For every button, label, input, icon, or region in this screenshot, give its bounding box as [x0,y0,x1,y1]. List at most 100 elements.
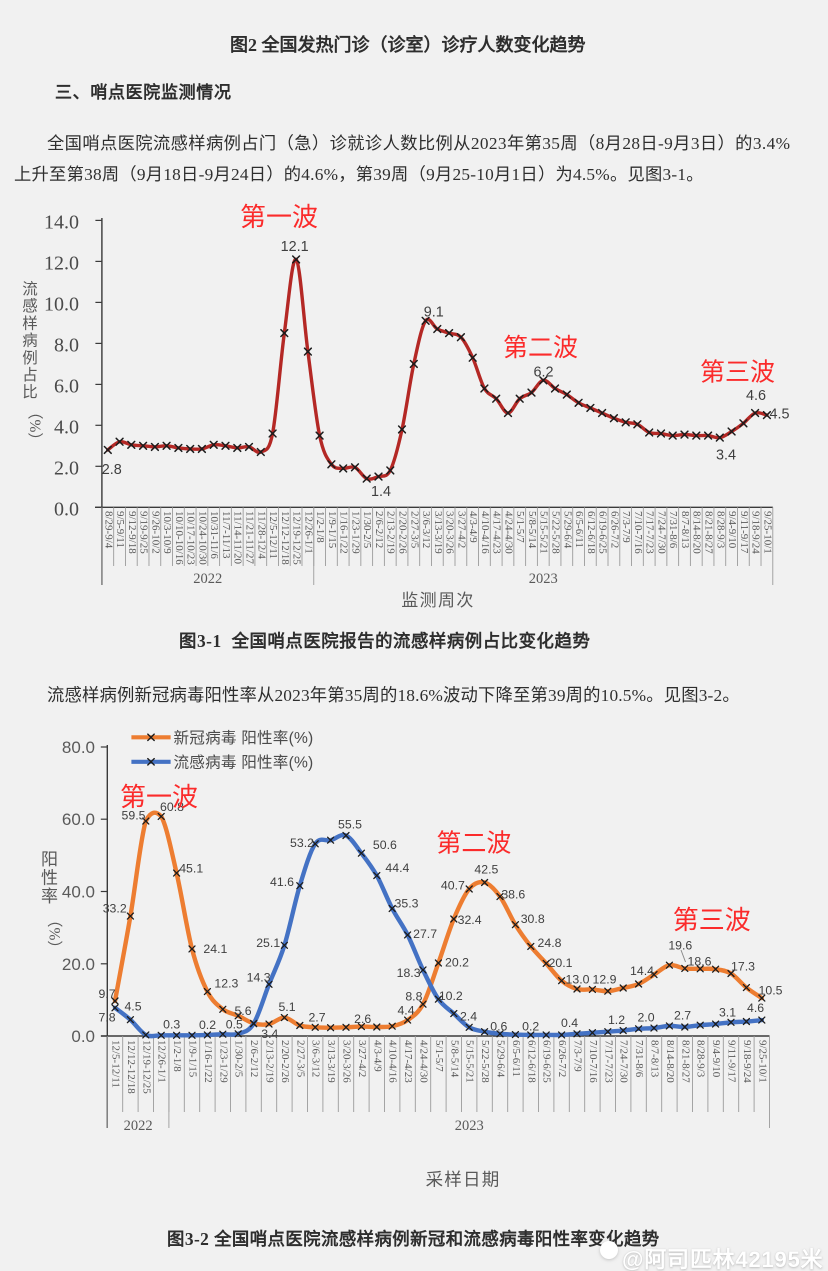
svg-text:4/24-4/30: 4/24-4/30 [502,511,514,554]
svg-text:采样日期: 采样日期 [426,1170,501,1190]
svg-text:2.8: 2.8 [102,462,122,478]
svg-text:2/13-2/19: 2/13-2/19 [263,1040,275,1083]
svg-text:7/31-8/6: 7/31-8/6 [667,511,679,549]
svg-text:32.4: 32.4 [458,913,482,927]
svg-text:7/3-7/9: 7/3-7/9 [571,1040,583,1072]
svg-text:样: 样 [22,314,38,332]
svg-text:0.2: 0.2 [199,1018,216,1032]
svg-text:3.4: 3.4 [716,447,736,463]
svg-text:1/9-1/15: 1/9-1/15 [186,1040,198,1078]
svg-text:8/7-8/13: 8/7-8/13 [679,511,691,549]
svg-text:9/4-9/10: 9/4-9/10 [726,511,738,549]
svg-text:3.4: 3.4 [261,1027,278,1041]
svg-text:30.8: 30.8 [521,912,545,926]
svg-text:2/6-2/12: 2/6-2/12 [373,511,385,548]
svg-text:4.6: 4.6 [746,388,766,404]
svg-text:12/26-1/1: 12/26-1/1 [302,511,314,554]
svg-text:25.1: 25.1 [256,936,280,950]
svg-text:流感病毒 阳性率(%): 流感病毒 阳性率(%) [174,754,314,772]
svg-text:20.2: 20.2 [445,956,469,970]
svg-text:0.5: 0.5 [226,1017,243,1031]
svg-text:5/29-6/4: 5/29-6/4 [561,511,573,549]
svg-text:9/18-9/24: 9/18-9/24 [750,511,762,554]
svg-text:性: 性 [41,869,58,888]
svg-text:9/19-9/25: 9/19-9/25 [138,511,150,554]
svg-text:9.7: 9.7 [98,987,115,1001]
svg-text:5/22-5/28: 5/22-5/28 [479,1040,491,1083]
svg-text:2/20-2/26: 2/20-2/26 [396,511,408,554]
svg-text:6/19-6/25: 6/19-6/25 [597,511,609,554]
svg-text:感: 感 [22,297,38,315]
svg-text:6.0: 6.0 [54,375,79,397]
svg-text:3/6-3/12: 3/6-3/12 [420,511,432,548]
svg-text:（%）: （%） [26,404,43,448]
svg-text:8/21-8/27: 8/21-8/27 [679,1040,691,1083]
svg-text:6/26-7/2: 6/26-7/2 [556,1040,568,1077]
svg-text:33.2: 33.2 [103,902,127,916]
svg-text:18.3: 18.3 [397,966,421,980]
svg-text:27.7: 27.7 [413,927,437,941]
svg-text:2/27-3/5: 2/27-3/5 [408,511,420,549]
svg-text:20.0: 20.0 [62,955,95,974]
svg-text:12/12-12/18: 12/12-12/18 [279,511,291,565]
svg-text:4/10-4/16: 4/10-4/16 [479,511,491,554]
svg-text:流: 流 [22,280,38,298]
svg-text:8/7-8/13: 8/7-8/13 [648,1040,660,1078]
svg-text:0.4: 0.4 [561,1016,578,1030]
svg-text:4/10-4/16: 4/10-4/16 [387,1040,399,1083]
svg-text:5/15-5/21: 5/15-5/21 [538,511,550,554]
svg-text:38.6: 38.6 [501,887,525,901]
svg-text:12/26-1/1: 12/26-1/1 [156,1040,168,1083]
svg-text:9/5-9/11: 9/5-9/11 [114,511,126,548]
svg-text:8/14-8/20: 8/14-8/20 [691,511,703,554]
svg-text:7/24-7/30: 7/24-7/30 [655,511,667,554]
svg-text:2022: 2022 [124,1118,153,1134]
svg-text:41.6: 41.6 [270,875,294,889]
svg-text:2.0: 2.0 [637,1011,654,1025]
svg-text:3/13-3/19: 3/13-3/19 [432,511,444,554]
svg-text:4/17-4/23: 4/17-4/23 [402,1040,414,1083]
svg-text:12.0: 12.0 [44,252,79,274]
svg-text:例: 例 [22,349,38,367]
svg-text:3/20-3/26: 3/20-3/26 [340,1040,352,1083]
svg-text:7/3-7/9: 7/3-7/9 [620,511,632,543]
svg-text:10/3-10/9: 10/3-10/9 [161,511,173,554]
svg-text:11/21-11/27: 11/21-11/27 [243,511,255,564]
svg-text:10/31-11/6: 10/31-11/6 [208,511,220,559]
svg-text:2.0: 2.0 [54,457,79,479]
svg-text:1/2-1/8: 1/2-1/8 [314,511,326,543]
svg-text:59.5: 59.5 [122,809,146,823]
svg-text:10/24-10/30: 10/24-10/30 [196,511,208,565]
svg-text:24.8: 24.8 [538,936,562,950]
svg-text:7/10-7/16: 7/10-7/16 [632,511,644,554]
svg-text:2.7: 2.7 [308,1011,325,1025]
svg-text:2023: 2023 [529,571,558,587]
svg-text:7/31-8/6: 7/31-8/6 [633,1040,645,1078]
svg-text:14.4: 14.4 [630,964,654,978]
svg-text:4.0: 4.0 [54,416,79,438]
svg-text:1/23-1/29: 1/23-1/29 [217,1040,229,1083]
svg-text:1/2-1/8: 1/2-1/8 [171,1040,183,1072]
svg-text:2023: 2023 [455,1118,484,1134]
svg-text:6/26-7/2: 6/26-7/2 [608,511,620,548]
svg-text:9/11-9/17: 9/11-9/17 [738,511,750,554]
svg-text:44.4: 44.4 [385,861,409,875]
svg-text:2.6: 2.6 [354,1012,371,1026]
svg-text:40.0: 40.0 [62,883,95,902]
svg-text:率: 率 [41,887,58,906]
svg-text:8/28-9/3: 8/28-9/3 [714,511,726,549]
svg-text:3/6-3/12: 3/6-3/12 [310,1040,322,1077]
svg-text:1/30-2/5: 1/30-2/5 [361,511,373,549]
svg-text:8.0: 8.0 [54,334,79,356]
svg-text:35.3: 35.3 [395,897,419,911]
svg-text:3/27-4/2: 3/27-4/2 [455,511,467,548]
svg-text:（%）: （%） [46,912,63,956]
svg-text:12.9: 12.9 [593,973,617,987]
svg-text:10/10-10/16: 10/10-10/16 [173,511,185,565]
svg-text:11/7-11/13: 11/7-11/13 [220,511,232,559]
svg-text:4.4: 4.4 [397,1003,414,1017]
svg-text:12.1: 12.1 [281,239,309,255]
svg-text:8/28-9/3: 8/28-9/3 [695,1040,707,1078]
svg-text:1/30-2/5: 1/30-2/5 [233,1040,245,1078]
svg-text:12/19-12/25: 12/19-12/25 [291,511,303,565]
